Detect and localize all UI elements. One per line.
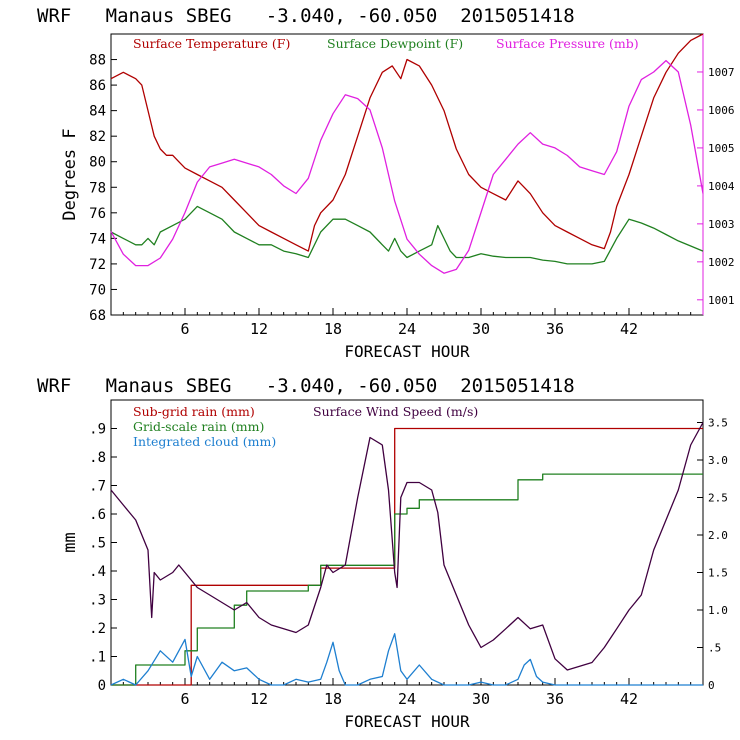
y-axis-ticks: 68 70 72 74 76 78 80 82 84 86 88	[89, 53, 117, 324]
plot-frame	[110, 33, 704, 316]
x-tick-label: 6	[180, 320, 189, 338]
x-tick-label: 18	[324, 690, 342, 708]
series-group	[110, 422, 704, 686]
x-tick-label: 12	[250, 690, 268, 708]
grid-scale-rain-mm-line	[111, 473, 703, 686]
y2-tick-label: 3.0	[708, 454, 728, 467]
y2-tick-label: 1002	[708, 256, 735, 269]
surface-wind-speed-m-s-line	[110, 422, 704, 671]
series-group	[110, 33, 704, 274]
x-tick-label: 30	[472, 320, 490, 338]
y-tick-label: 84	[89, 104, 106, 120]
temperature-pressure-chart: 6 12 18 24 30 36 42 FORECAST HOUR 68 70 72 74 76 78 80…	[60, 33, 735, 361]
x-tick-label: 24	[398, 320, 416, 338]
top-chart-title: WRF Manaus SBEG -3.040, -60.050 20150514…	[37, 5, 575, 27]
legend-entry: Surface Dewpoint (F)	[327, 36, 463, 51]
y-axis-label: mm	[60, 532, 80, 552]
legend: Sub-grid rain (mm)Grid-scale rain (mm)In…	[133, 404, 478, 449]
y2-tick-label: 2.5	[708, 492, 728, 505]
y-axis-label: Degrees F	[60, 128, 80, 220]
legend: Surface Temperature (F) Surface Dewpoint …	[133, 36, 639, 51]
y-tick-label: 72	[89, 257, 106, 273]
y2-tick-label: 1004	[708, 180, 735, 193]
legend-entry: Surface Wind Speed (m/s)	[313, 404, 478, 419]
surface-dewpoint-f-line	[110, 205, 704, 265]
y2-tick-label: 1005	[708, 142, 735, 155]
x-tick-label: 12	[250, 320, 268, 338]
y-tick-label: 68	[89, 308, 106, 324]
bottom-chart-title: WRF Manaus SBEG -3.040, -60.050 20150514…	[37, 375, 575, 397]
legend-entry: Grid-scale rain (mm)	[133, 419, 264, 434]
x-tick-label: 36	[546, 690, 564, 708]
x-tick-label: 42	[620, 690, 638, 708]
y2-tick-label: 0	[708, 679, 715, 692]
y-tick-label: 70	[89, 282, 106, 298]
x-axis-label: FORECAST HOUR	[344, 712, 470, 731]
y-tick-label: .4	[89, 564, 106, 580]
y-tick-label: 80	[89, 155, 106, 171]
legend-entry: Integrated cloud (mm)	[133, 434, 276, 449]
y-tick-label: 76	[89, 206, 106, 222]
x-axis-label: FORECAST HOUR	[344, 342, 470, 361]
x-tick-label: 30	[472, 690, 490, 708]
sub-grid-rain-mm-line	[111, 427, 703, 686]
x-tick-label: 36	[546, 320, 564, 338]
x-tick-label: 24	[398, 690, 416, 708]
x-tick-label: 6	[180, 690, 189, 708]
y-tick-label: .3	[89, 593, 106, 609]
y-tick-label: .6	[89, 507, 106, 523]
y-tick-label: .5	[89, 536, 106, 552]
legend-entry: Surface Temperature (F)	[133, 36, 290, 51]
x-tick-label: 18	[324, 320, 342, 338]
surface-pressure-mb-line	[110, 59, 704, 274]
y-tick-label: .9	[89, 422, 106, 438]
y-tick-label: 82	[89, 129, 106, 145]
x-axis-ticks: 6 12 18 24 30 36 42	[122, 308, 692, 338]
x-tick-label: 42	[620, 320, 638, 338]
y2-tick-label: 1001	[708, 294, 735, 307]
y-tick-label: 86	[89, 78, 106, 94]
y-tick-label: .8	[89, 450, 106, 466]
y2-tick-label: 1007	[708, 66, 735, 79]
y-tick-label: .7	[89, 479, 106, 495]
y2-tick-label: 1.0	[708, 604, 728, 617]
y2-tick-label: 1003	[708, 218, 735, 231]
legend-entry: Surface Pressure (mb)	[496, 36, 639, 51]
y2-tick-label: 1006	[708, 104, 735, 117]
surface-temperature-f-line	[110, 33, 704, 252]
y2-tick-label: 3.5	[708, 417, 728, 430]
y-tick-label: 0	[98, 678, 106, 694]
integrated-cloud-mm-line	[110, 633, 703, 686]
y2-axis-ticks: 1001 1002 1003 1004 1005 1006 1007	[697, 66, 735, 307]
x-axis-ticks: 6 12 18 24 30 36 42	[122, 678, 692, 708]
rain-wind-chart: 6 12 18 24 30 36 42 FORECAST HOUR 0 .1 .2 .3 .4 .5 .6.…	[60, 399, 728, 731]
y-axis-ticks: 0 .1 .2 .3 .4 .5 .6 .7 .8 .9	[89, 422, 117, 694]
y2-tick-label: 2.0	[708, 529, 728, 542]
legend-entry: Sub-grid rain (mm)	[133, 404, 255, 419]
y2-axis-ticks: 0 .5 1.0 1.5 2.0 2.5 3.0 3.5	[697, 417, 728, 692]
y-tick-label: 88	[89, 53, 106, 69]
y2-tick-label: 1.5	[708, 567, 728, 580]
y2-tick-label: .5	[708, 642, 721, 655]
y-tick-label: 78	[89, 180, 106, 196]
y-tick-label: .1	[89, 650, 106, 666]
y-tick-label: 74	[89, 231, 106, 247]
y-tick-label: .2	[89, 621, 106, 637]
